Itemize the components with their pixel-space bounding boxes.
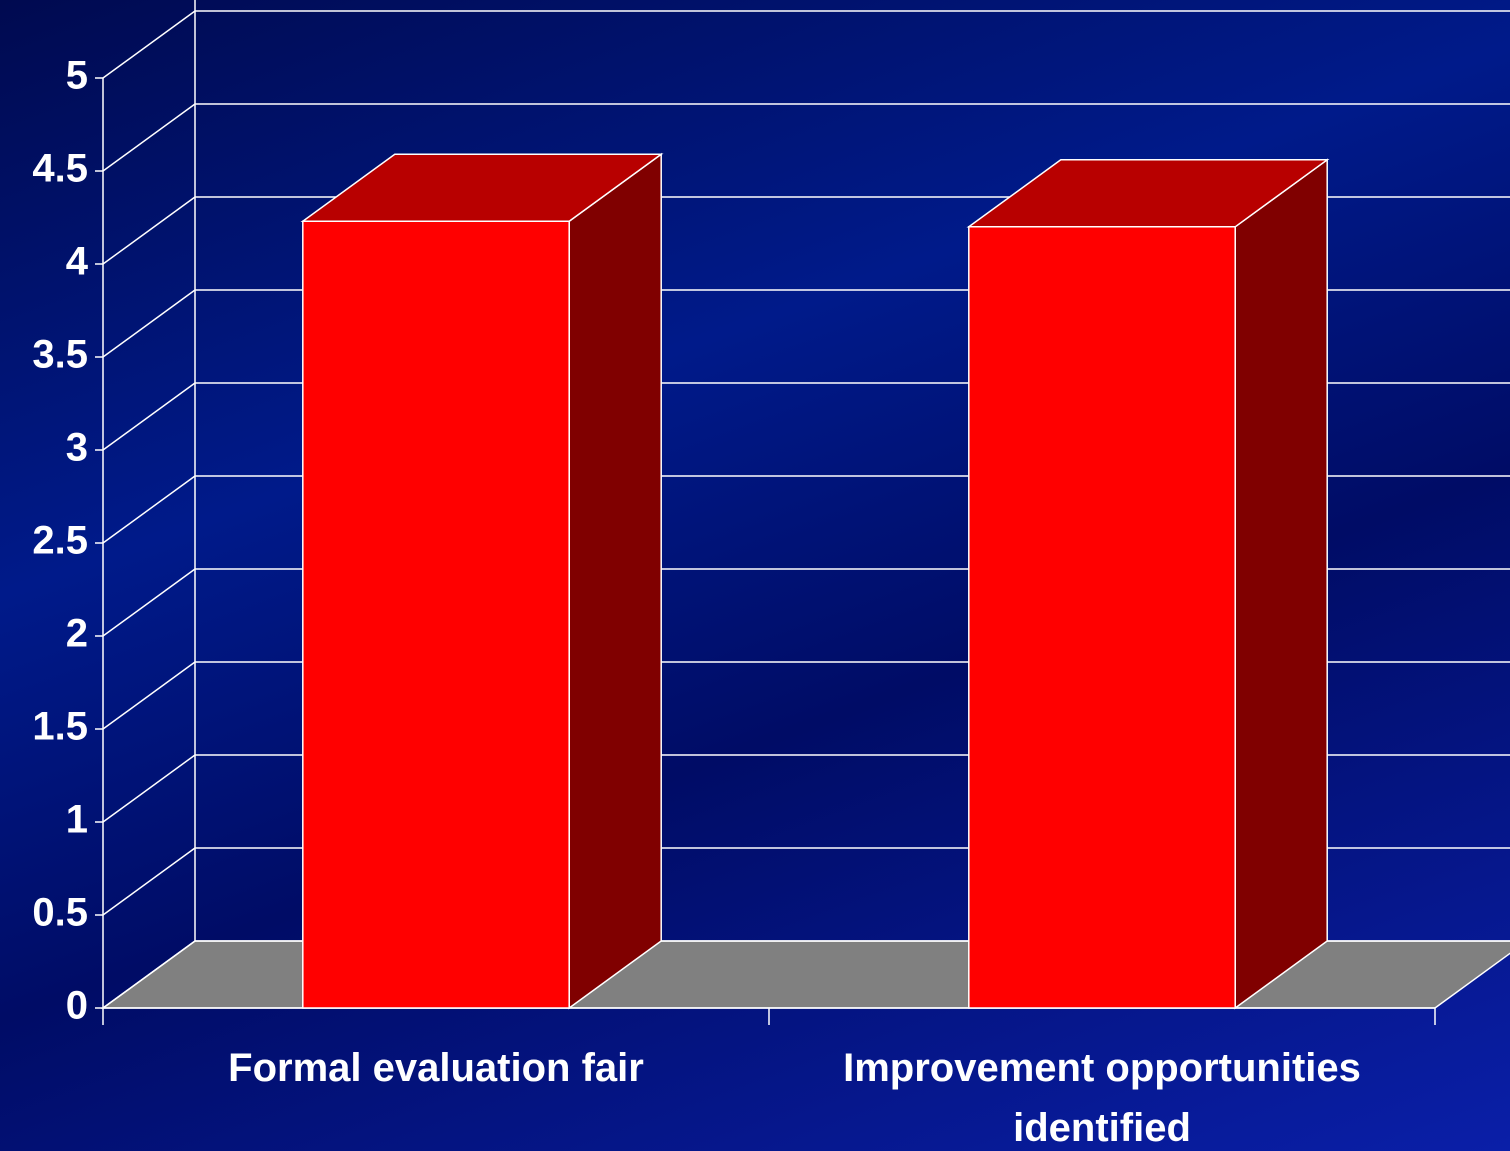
bar-side bbox=[1234, 158, 1328, 1010]
x-tick-label: Improvement opportunities identified bbox=[843, 1046, 1361, 1150]
bar-side bbox=[568, 152, 662, 1010]
x-tick-label: Formal evaluation fair bbox=[228, 1046, 644, 1090]
grid-line-side bbox=[102, 289, 196, 358]
grid-line-side bbox=[102, 382, 196, 451]
y-tick-label: 0 bbox=[66, 984, 88, 1028]
grid-line-side bbox=[102, 847, 196, 916]
bar-front bbox=[302, 220, 570, 1009]
y-tick-label: 1 bbox=[66, 798, 88, 842]
grid-line-side bbox=[102, 196, 196, 265]
y-tick-label: 1.5 bbox=[32, 705, 88, 749]
grid-line-side bbox=[102, 754, 196, 823]
y-tick-label: 3 bbox=[66, 426, 88, 470]
grid-line-side bbox=[102, 940, 196, 1009]
bar bbox=[300, 152, 664, 1010]
grid-line-side bbox=[102, 10, 196, 79]
y-tick-label: 3.5 bbox=[32, 333, 88, 377]
grid-line-side bbox=[102, 103, 196, 172]
y-tick-label: 4.5 bbox=[32, 147, 88, 191]
y-tick-label: 0.5 bbox=[32, 891, 88, 935]
y-tick-label: 2.5 bbox=[32, 519, 88, 563]
grid-line-side bbox=[102, 475, 196, 544]
y-tick-label: 4 bbox=[66, 240, 89, 284]
bar-front bbox=[968, 226, 1236, 1009]
bar bbox=[966, 158, 1330, 1010]
grid-line-side bbox=[102, 568, 196, 637]
y-tick-label: 2 bbox=[66, 612, 88, 656]
y-tick-label: 5 bbox=[66, 54, 88, 98]
grid-line-side bbox=[102, 661, 196, 730]
